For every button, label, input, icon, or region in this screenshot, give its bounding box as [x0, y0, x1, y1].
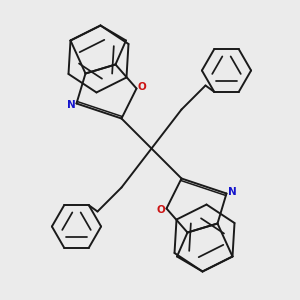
Text: O: O: [157, 205, 166, 215]
Text: O: O: [137, 82, 146, 92]
Text: N: N: [67, 100, 76, 110]
Text: N: N: [227, 187, 236, 197]
